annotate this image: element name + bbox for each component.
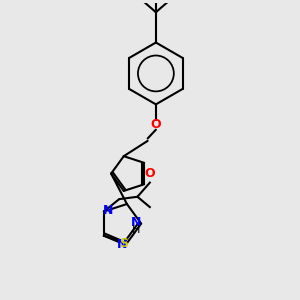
Text: N: N: [131, 216, 142, 229]
Text: N: N: [116, 238, 127, 251]
Text: S: S: [119, 237, 128, 250]
Text: N: N: [103, 203, 113, 217]
Text: H: H: [132, 225, 141, 235]
Text: O: O: [144, 167, 155, 180]
Text: O: O: [151, 118, 161, 131]
